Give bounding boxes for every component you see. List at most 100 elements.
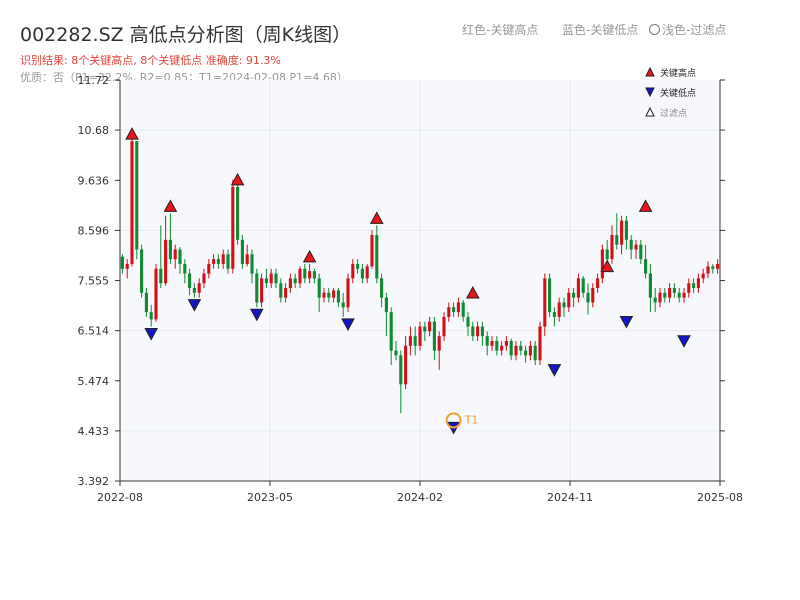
candle-body (552, 312, 556, 317)
legend-label-filtered: 过滤点 (660, 107, 687, 119)
candle-body (197, 283, 201, 293)
x-tick-label: 2024-11 (547, 491, 593, 504)
candle-body (130, 141, 134, 264)
key-low-marker (619, 315, 634, 329)
candle-body (380, 278, 384, 298)
result-summary: 识别结果: 8个关键高点, 8个关键低点 准确度: 91.3% (20, 54, 281, 67)
candle-body (615, 235, 619, 245)
candle-body (336, 290, 340, 303)
candle-body (576, 278, 580, 298)
key-high-marker (163, 199, 178, 212)
x-tick-label: 2023-05 (247, 491, 293, 504)
candle-body (317, 278, 321, 298)
candle-body (308, 271, 312, 279)
candle-body (375, 235, 379, 279)
candle-body (279, 283, 283, 298)
candle-body (696, 278, 700, 289)
candle-body (509, 340, 513, 356)
x-tick-label: 2024-02 (397, 491, 443, 504)
y-axis-ticks: 3.392 4.433 5.474 6.514 7.555 8.596 9.636 10.68… (78, 74, 725, 488)
key-low-marker (144, 328, 159, 341)
candle-body (423, 326, 427, 332)
candle-body (663, 292, 667, 298)
circle-icon (649, 24, 660, 35)
candle-body (432, 321, 436, 351)
candle-body (668, 288, 672, 298)
candle-body (620, 220, 624, 245)
candle-body (672, 288, 676, 293)
key-low-marker (187, 299, 202, 312)
candles (120, 136, 720, 414)
y-tick-label: 7.555 (78, 275, 110, 288)
candle-body (639, 244, 643, 260)
candle-body (360, 268, 364, 279)
candle-body (711, 266, 715, 269)
candle-body (495, 340, 499, 351)
candle-body (288, 278, 292, 289)
candle-body (207, 263, 211, 274)
candle-body (274, 273, 278, 284)
x-tick-label: 2022-08 (97, 491, 143, 504)
key-high-marker (600, 259, 615, 273)
candle-body (538, 326, 542, 361)
candle-body (159, 268, 163, 284)
candle-body (624, 220, 628, 240)
candle-body (245, 254, 249, 264)
candle-body (164, 239, 168, 284)
candle-body (471, 326, 475, 337)
y-tick-label: 8.596 (78, 224, 110, 237)
candle-body (562, 302, 566, 308)
candle-body (413, 336, 417, 346)
top-legend-filtered: 浅色-过滤点 (649, 21, 726, 38)
candle-body (466, 316, 470, 327)
candle-body (586, 292, 590, 303)
candle-body (188, 273, 192, 289)
legend-marker-low (645, 87, 655, 98)
candle-body (322, 292, 326, 298)
candle-body (346, 278, 350, 308)
key-high-marker (302, 249, 317, 263)
candle-body (269, 273, 273, 284)
candle-body (706, 266, 710, 274)
key-low-marker (547, 364, 562, 377)
key-high-marker (230, 172, 245, 186)
candle-body (135, 141, 139, 250)
legend-label-high: 关键高点 (660, 67, 696, 79)
candle-body (192, 288, 196, 293)
candle-body (370, 235, 374, 267)
candle-body (264, 278, 268, 284)
candle-body (500, 345, 504, 351)
candle-body (312, 271, 316, 279)
candle-body (140, 249, 144, 293)
candle-body (394, 350, 398, 356)
candle-body (250, 254, 254, 274)
candle-body (365, 266, 369, 279)
candle-body (596, 278, 600, 289)
candle-body (236, 186, 240, 240)
candle-body (231, 186, 235, 269)
key-high-marker (638, 199, 653, 212)
key-low-marker (249, 308, 264, 322)
candle-body (514, 345, 518, 356)
candle-body (389, 312, 393, 351)
candle-body (480, 326, 484, 337)
x-axis-ticks: 2022-08 2023-05 2024-02 2024-11 2025-08 (97, 481, 743, 504)
candle-body (476, 326, 480, 337)
candle-body (600, 249, 604, 279)
candle-body (408, 336, 412, 346)
candle-body (399, 355, 403, 385)
candle-body (543, 278, 547, 327)
legend-label-low: 关键低点 (660, 87, 696, 99)
candle-body (178, 249, 182, 264)
candle-body (581, 278, 585, 293)
markers: T1 (125, 127, 691, 435)
legend-marker-high (645, 66, 655, 77)
candle-body (125, 263, 129, 269)
y-tick-label: 3.392 (78, 475, 110, 488)
candle-body (437, 336, 441, 351)
candle-body (648, 273, 652, 298)
candle-body (384, 297, 388, 313)
chart-title: 002282.SZ 高低点分析图（周K线图） (20, 24, 352, 46)
candle-body (682, 292, 686, 298)
y-tick-label: 9.636 (78, 174, 110, 187)
